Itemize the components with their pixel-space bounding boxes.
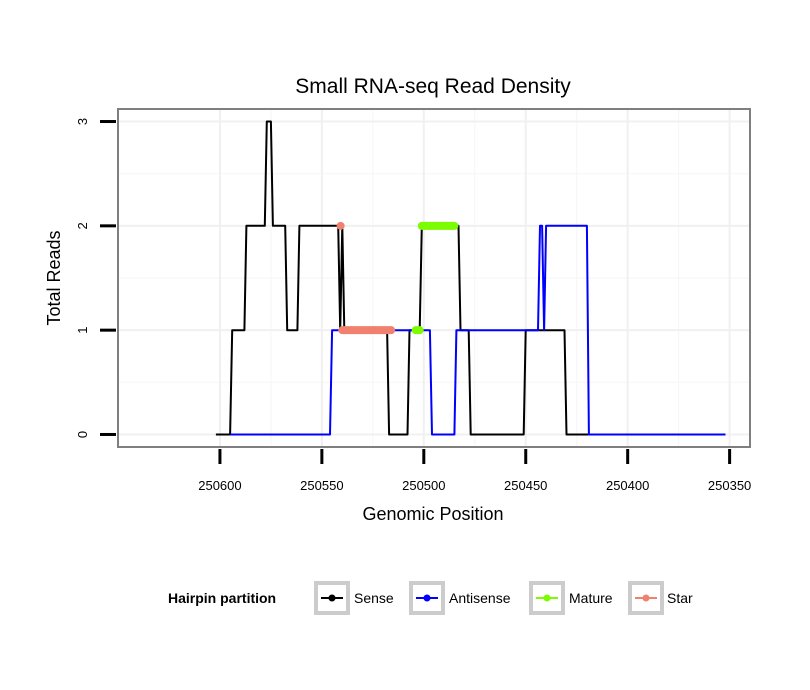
legend-title: Hairpin partition	[168, 590, 276, 606]
x-tick-label: 250500	[402, 478, 445, 493]
x-tick-label: 250450	[504, 478, 547, 493]
series-layer	[215, 120, 726, 436]
legend-key-sense-dot	[328, 594, 336, 602]
chart-title: Small RNA-seq Read Density	[295, 75, 571, 98]
legend: Hairpin partition Sense Antisense Mature St…	[168, 581, 693, 615]
legend-label-antisense: Antisense	[449, 590, 511, 606]
x-axis-title: Genomic Position	[362, 504, 503, 524]
y-tick-label: 1	[75, 327, 90, 334]
y-tick-label: 3	[75, 118, 90, 125]
series-star-point	[336, 221, 345, 230]
y-axis-title: Total Reads	[44, 230, 64, 325]
plot-panel	[117, 108, 751, 448]
y-axis: 0 1 2 3	[75, 118, 116, 438]
plot-border	[117, 108, 751, 448]
y-tick-label: 2	[75, 222, 90, 229]
legend-key-mature-dot	[543, 594, 551, 602]
legend-key-antisense-dot	[423, 594, 431, 602]
x-tick-label: 250550	[300, 478, 343, 493]
x-tick-label: 250350	[708, 478, 751, 493]
y-tick-label: 0	[75, 431, 90, 438]
series-sense-line	[215, 120, 726, 436]
x-tick-label: 250600	[198, 478, 241, 493]
legend-key-star-dot	[642, 594, 650, 602]
x-axis: 250600 250550 250500 250450 250400 250350	[198, 449, 751, 493]
legend-label-sense: Sense	[354, 590, 394, 606]
legend-label-mature: Mature	[569, 590, 613, 606]
x-tick-label: 250400	[606, 478, 649, 493]
legend-label-star: Star	[667, 590, 693, 606]
legend-items: Sense Antisense Mature Star	[314, 581, 693, 615]
